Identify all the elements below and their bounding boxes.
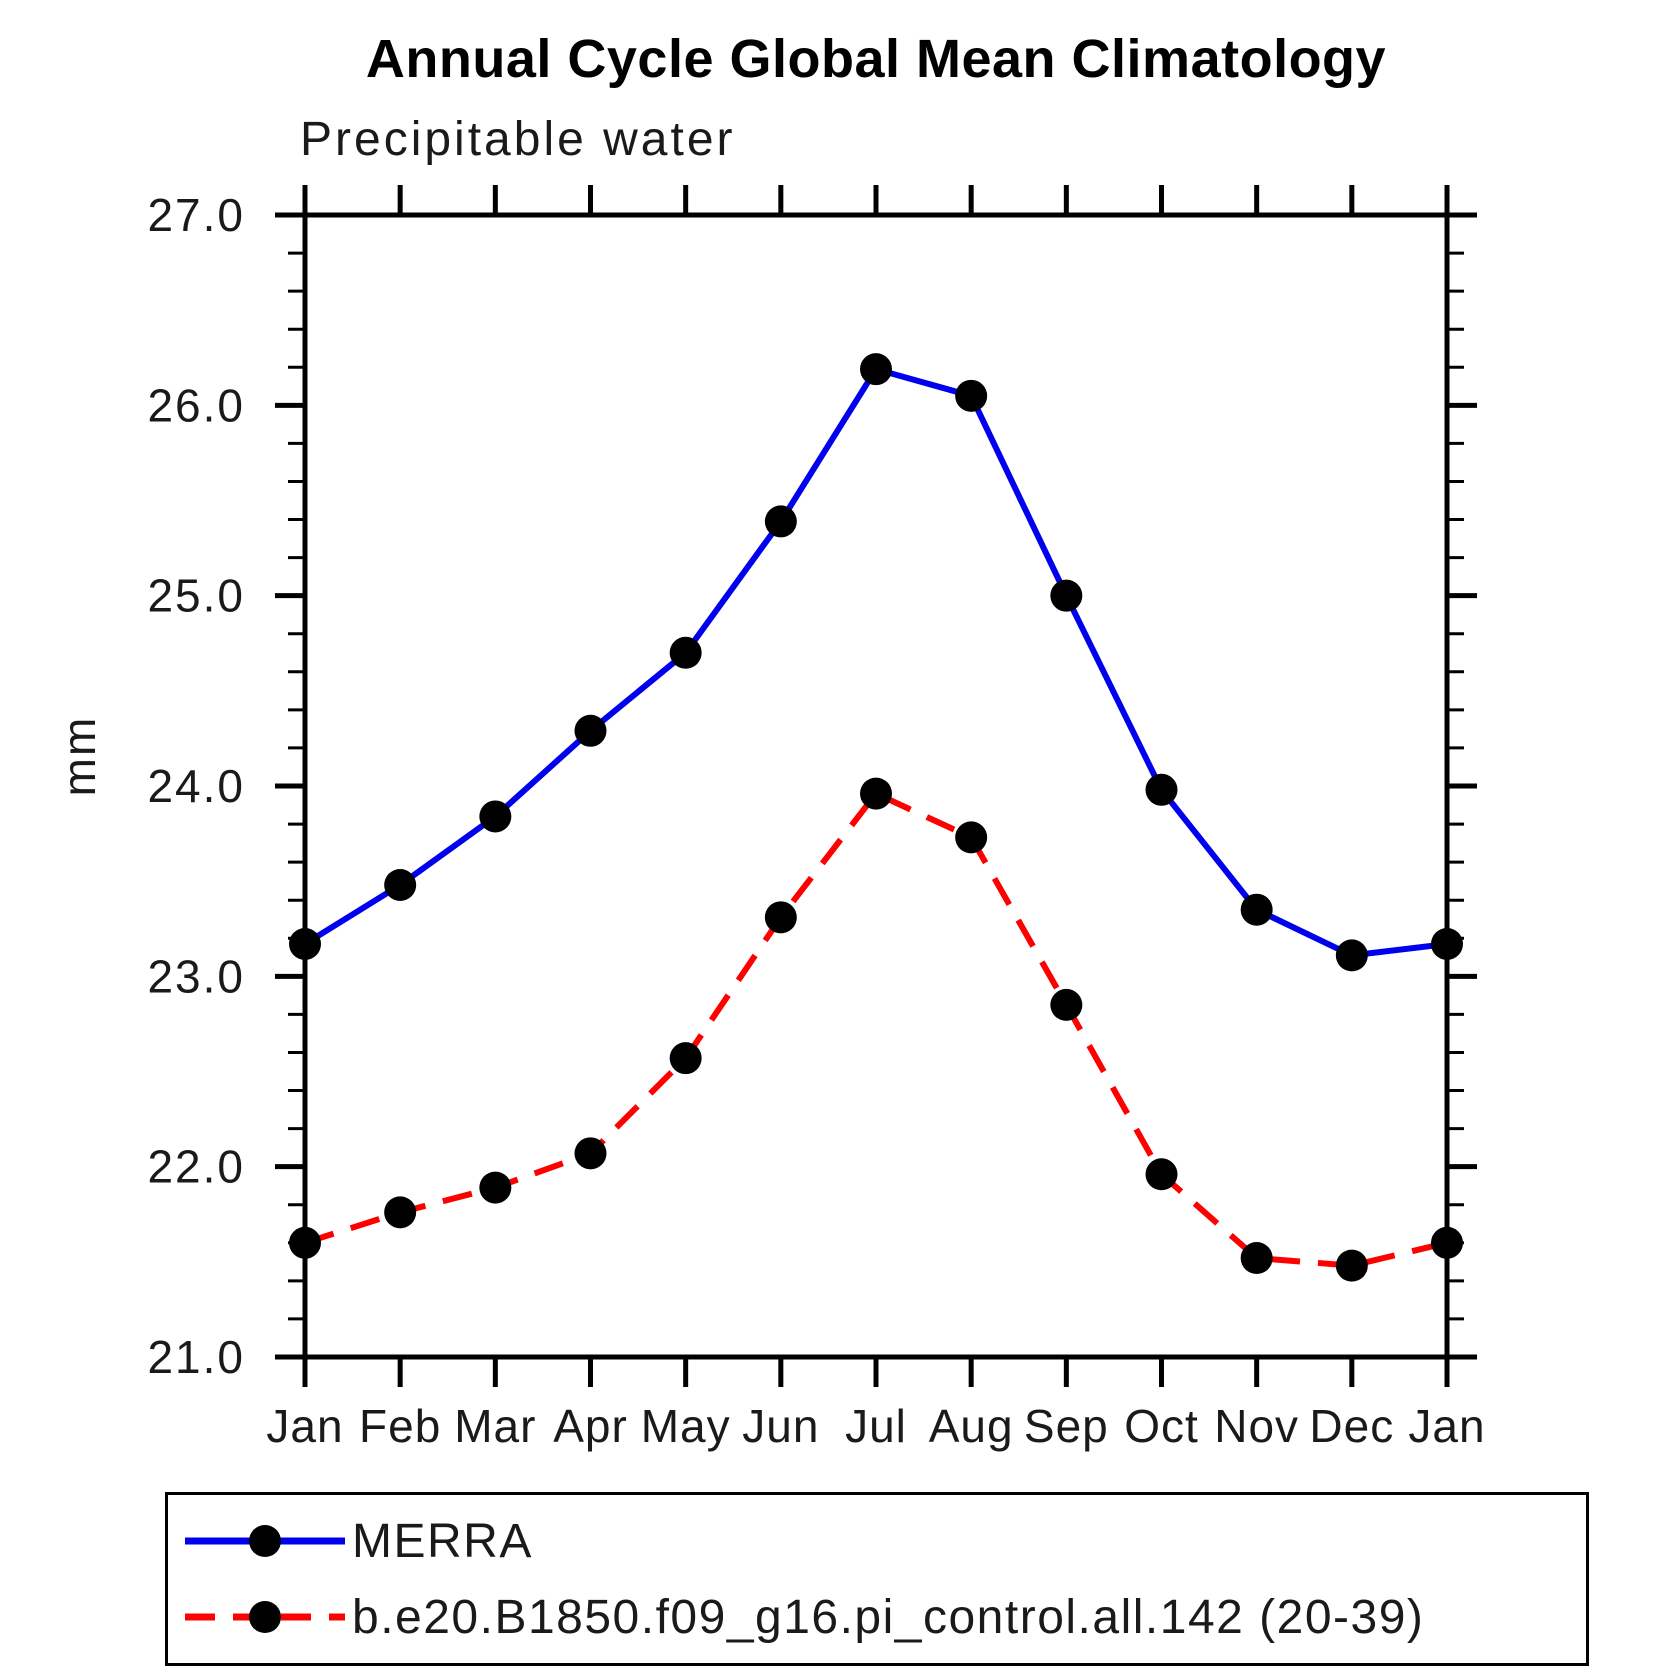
data-point-marker [1240,1242,1273,1275]
legend-label-model: b.e20.B1850.f09_g16.pi_control.all.142 (… [352,1590,1425,1644]
data-point-marker [764,505,797,538]
x-axis-month-label: Oct [1124,1400,1199,1452]
y-axis-title: mm [53,716,105,797]
data-point-marker [1431,927,1463,960]
x-axis-month-label: Jan [266,1400,343,1452]
chart-title: Annual Cycle Global Mean Climatology [365,29,1387,89]
y-axis-tick-label: 22.0 [147,1141,245,1193]
y-axis-tick-label: 26.0 [147,379,245,431]
legend-sample-marker [249,1601,281,1633]
data-point-marker [384,1196,417,1229]
x-axis-month-label: Sep [1024,1400,1109,1452]
data-point-marker [1335,1249,1368,1282]
data-point-marker [479,1171,512,1204]
y-axis-tick-label: 24.0 [147,760,245,812]
data-point-marker [669,636,702,669]
data-point-marker [860,353,892,386]
legend-item-model: b.e20.B1850.f09_g16.pi_control.all.142 (… [180,1579,1586,1655]
x-axis-month-label: Feb [359,1400,441,1452]
x-axis-month-label: Nov [1214,1400,1299,1452]
x-axis-month-label: Jan [1408,1400,1485,1452]
data-point-marker [1335,939,1368,972]
data-point-marker [955,379,988,412]
data-point-marker [860,777,892,810]
y-axis-tick-label: 21.0 [147,1331,245,1383]
data-point-marker [669,1042,702,1075]
x-axis-month-label: Aug [929,1400,1014,1452]
chart-subtitle: Precipitable water [300,113,736,166]
data-point-marker [289,1226,321,1259]
y-axis-tick-label: 25.0 [147,570,245,622]
y-axis-tick-label: 27.0 [147,189,245,241]
data-point-marker [574,714,607,747]
x-axis-month-label: Dec [1309,1400,1394,1452]
data-point-marker [1145,1158,1178,1191]
x-axis-month-label: Jul [845,1400,907,1452]
y-axis-tick-label: 23.0 [147,950,245,1002]
data-point-marker [955,821,988,854]
legend-sample-marker [249,1525,281,1557]
legend-line-sample-merra [185,1525,345,1557]
legend-item-merra: MERRA [180,1503,1586,1579]
data-point-marker [1050,579,1083,612]
x-axis-month-label: Mar [454,1400,536,1452]
x-axis-month-label: Apr [553,1400,628,1452]
data-point-marker [479,800,512,833]
legend-line-sample-model [185,1601,345,1633]
data-point-marker [574,1137,607,1170]
data-point-marker [1050,988,1083,1021]
data-point-marker [764,901,797,934]
model-line [304,789,1448,1269]
data-point-marker [1431,1226,1463,1259]
x-axis-month-label: Jun [742,1400,819,1452]
x-axis-month-label: May [641,1400,731,1452]
data-point-marker [289,927,321,960]
data-point-marker [1145,773,1178,806]
data-point-marker [384,868,417,901]
data-point-marker [1240,893,1273,926]
legend: MERRA b.e20.B1850.f09_g16.pi_control.all… [165,1492,1589,1666]
legend-label-merra: MERRA [352,1514,533,1568]
merra-line [303,365,1448,959]
